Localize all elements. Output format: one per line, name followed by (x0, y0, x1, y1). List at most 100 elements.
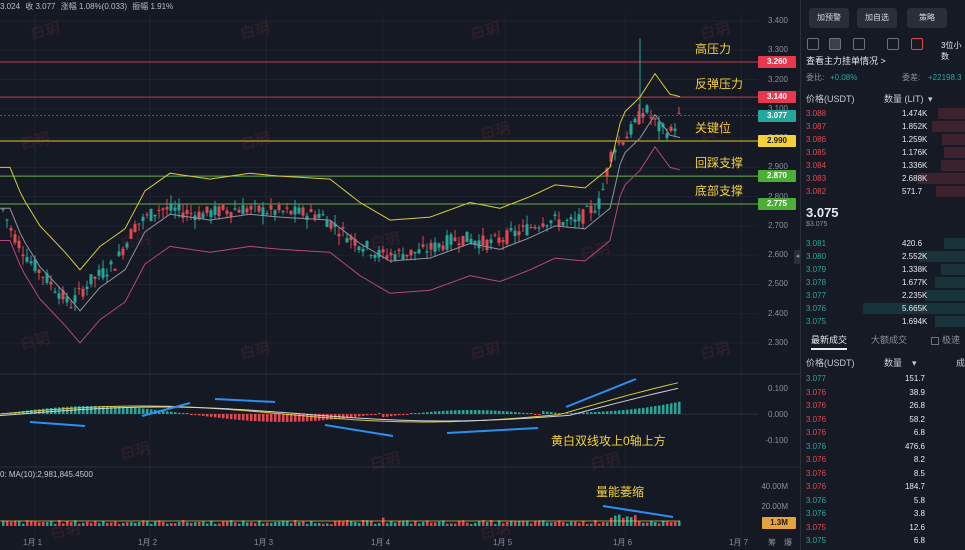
macd-bar (186, 413, 189, 414)
candle-body (65, 296, 69, 303)
book-row[interactable]: 3.088 1.474K (806, 107, 965, 120)
book-row[interactable]: 3.080 2.552K (806, 250, 965, 263)
candle-body (221, 205, 225, 210)
last-price: 3.075 (806, 205, 839, 220)
sort-icon[interactable]: ▾ (912, 358, 917, 368)
macd-bar (130, 407, 133, 414)
sort-icon[interactable]: ▾ (928, 94, 933, 104)
macd-bar (266, 414, 269, 422)
book-row[interactable]: 3.079 1.338K (806, 263, 965, 276)
depth-link[interactable]: 查看主力挂单情况 > (806, 55, 965, 68)
volume-bar (478, 520, 481, 526)
volume-bar (246, 522, 249, 526)
bids-only-icon[interactable] (829, 38, 841, 50)
book-row[interactable]: 3.078 1.677K (806, 276, 965, 289)
axis-icon[interactable]: 筹 (768, 538, 776, 547)
tab-large-trades[interactable]: 大额成交 (871, 335, 908, 345)
volume-bar (678, 521, 681, 526)
volume-bar (550, 522, 553, 526)
strategy-button[interactable]: 策略 (907, 8, 947, 28)
candle-body (73, 295, 77, 303)
depth-icon[interactable] (911, 38, 923, 50)
trades-header: 价格(USDT) 数量 ▾ 成 (806, 357, 965, 370)
candle-body (49, 281, 53, 285)
macd-bar (490, 410, 493, 414)
candle-body (277, 205, 281, 211)
candle-body (637, 111, 641, 125)
macd-tick: -0.100 (765, 436, 788, 445)
macd-bar (138, 408, 141, 414)
add-watchlist-button[interactable]: 加自选 (857, 8, 897, 28)
book-row[interactable]: 3.087 1.852K (806, 120, 965, 133)
candle-body (213, 206, 217, 215)
volume-bar (526, 520, 529, 526)
candle-body (265, 213, 269, 215)
macd-bar (50, 407, 53, 414)
volume-bar (538, 520, 541, 526)
price-tick: 3.100 (767, 103, 788, 113)
trades-qty-header[interactable]: 数量 (884, 358, 903, 368)
candle-body (493, 234, 497, 236)
grid-icon[interactable] (887, 38, 899, 50)
macd-bar (538, 414, 541, 415)
book-price: 3.079 (806, 265, 827, 274)
macd-bar (258, 414, 261, 422)
candle-body (385, 255, 389, 259)
candle-body (37, 269, 41, 274)
book-qty-header[interactable]: 数量 (LIT) (884, 94, 924, 104)
volume-bar (38, 522, 41, 526)
macd-bar (526, 413, 529, 414)
candle-body (597, 198, 601, 209)
tab-fast[interactable]: 极速 (931, 333, 960, 346)
volume-bar (290, 523, 293, 526)
asks-only-icon[interactable] (853, 38, 865, 50)
group-precision[interactable]: 3位小数 (941, 41, 962, 61)
book-row[interactable]: 3.082 571.7 (806, 185, 965, 198)
candle-body (309, 209, 313, 213)
book-row[interactable]: 3.077 2.235K (806, 289, 965, 302)
tab-latest-trades[interactable]: 最新成交 (811, 333, 848, 350)
book-row[interactable]: 3.086 1.259K (806, 133, 965, 146)
add-alert-button[interactable]: 加预警 (809, 8, 849, 28)
book-row[interactable]: 3.083 2.688K (806, 172, 965, 185)
both-sides-icon[interactable] (807, 38, 819, 50)
price-chart[interactable]: 3.024 收 3.077 涨幅 1.08%(0.033) 振幅 1.91% 3… (0, 0, 800, 550)
depth-bar (936, 186, 965, 197)
checkbox-icon[interactable] (931, 336, 939, 345)
volume-bar (430, 522, 433, 526)
macd-bar (530, 413, 533, 414)
candle-body (349, 236, 353, 241)
collapse-handle[interactable]: ◂ (794, 250, 801, 264)
candle-body (465, 231, 469, 242)
macd-bar (286, 414, 289, 422)
book-price: 3.082 (806, 187, 827, 196)
action-buttons: 加预警 加自选 策略 (805, 8, 965, 28)
macd-bar (606, 411, 609, 414)
candle-body (33, 259, 37, 272)
book-view-icons: 3位小数 (807, 38, 965, 61)
candle-body (353, 239, 357, 246)
depth-bar (940, 264, 965, 275)
book-row[interactable]: 3.076 5.665K (806, 302, 965, 315)
book-row[interactable]: 3.081 420.6 (806, 237, 965, 250)
candle-body (125, 243, 129, 248)
book-price: 3.088 (806, 109, 827, 118)
trade-qty: 38.9 (909, 387, 925, 397)
volume-bar (638, 521, 641, 526)
book-row[interactable]: 3.085 1.176K (806, 146, 965, 159)
volume-bar (386, 523, 389, 526)
volume-bar (434, 522, 437, 526)
macd-bar (142, 408, 145, 414)
volume-bar (602, 522, 605, 526)
macd-bar (378, 413, 381, 414)
macd-bar (402, 414, 405, 415)
axis-icon[interactable]: 爆 (784, 538, 792, 547)
macd-bar (438, 411, 441, 414)
candle-body (373, 254, 377, 258)
macd-bar (178, 412, 181, 414)
book-row[interactable]: 3.075 1.694K (806, 315, 965, 328)
book-row[interactable]: 3.084 1.336K (806, 159, 965, 172)
price-tick: 3.400 (767, 16, 788, 25)
volume-bar (454, 523, 457, 526)
candle-body (165, 206, 169, 210)
